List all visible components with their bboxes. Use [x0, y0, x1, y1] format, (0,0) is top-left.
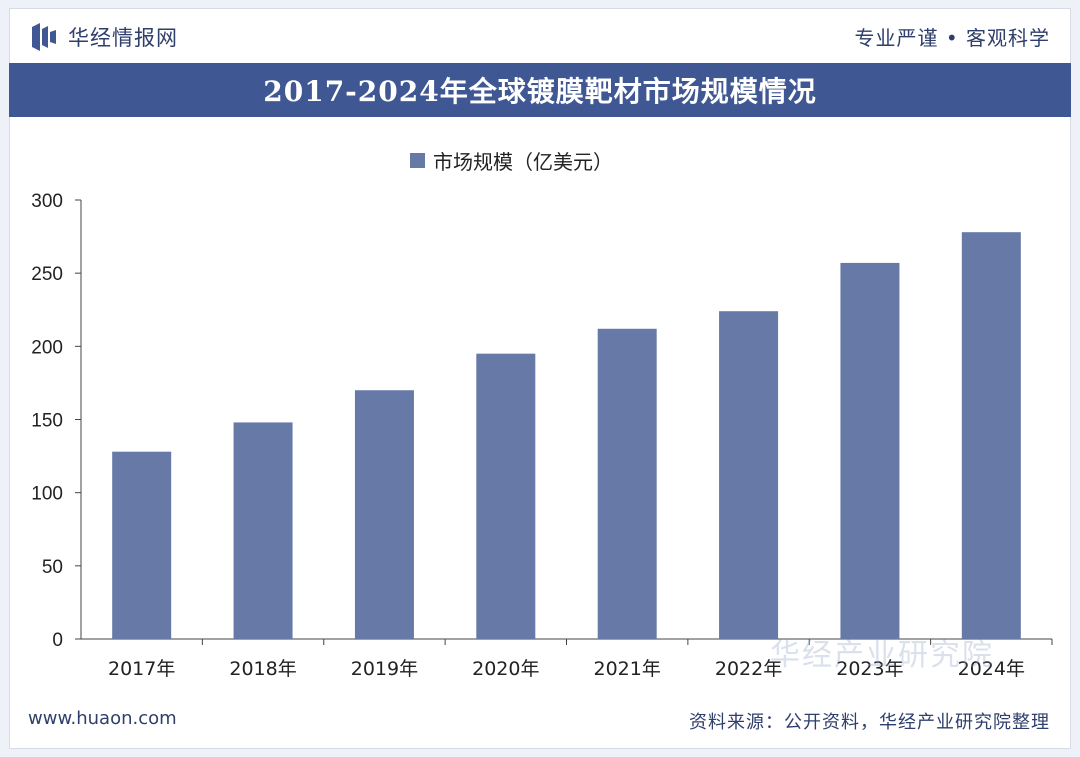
brand-name: 华经情报网: [68, 26, 178, 50]
bar: [961, 232, 1021, 639]
x-tick-label: 2021年: [594, 658, 661, 680]
x-tick-label: 2018年: [229, 658, 296, 680]
y-tick-label: 100: [31, 484, 63, 505]
x-tick-label: 2022年: [715, 658, 782, 680]
bar: [354, 390, 414, 639]
footer-source: 资料来源：公开资料，华经产业研究院整理: [689, 712, 1050, 733]
y-tick-label: 200: [31, 337, 63, 358]
legend-label: 市场规模（亿美元）: [433, 150, 613, 174]
x-tick-label: 2024年: [958, 658, 1025, 680]
bar: [233, 422, 293, 639]
y-tick-label: 300: [31, 191, 63, 212]
x-tick-label: 2023年: [836, 658, 903, 680]
bar: [840, 262, 900, 639]
bar: [719, 311, 779, 639]
x-tick-label: 2019年: [351, 658, 418, 680]
bar: [597, 328, 657, 639]
brand-logo-icon: [32, 23, 56, 51]
y-tick-label: 50: [42, 557, 63, 578]
x-tick-label: 2017年: [108, 658, 175, 680]
legend-swatch: [410, 153, 425, 168]
watermark: 华经产业研究院: [770, 638, 994, 673]
title-band: 2017-2024年全球镀膜靶材市场规模情况: [9, 63, 1071, 117]
bar: [476, 353, 536, 639]
y-tick-label: 150: [31, 411, 63, 432]
footer-url: www.huaon.com: [28, 708, 177, 729]
y-tick-label: 250: [31, 264, 63, 285]
x-tick-label: 2020年: [472, 658, 539, 680]
brand-logo: 华经情报网: [32, 22, 178, 52]
bar: [112, 451, 172, 639]
chart-title: 2017-2024年全球镀膜靶材市场规模情况: [263, 75, 817, 108]
slogan: 专业严谨 • 客观科学: [854, 26, 1050, 50]
y-tick-label: 0: [52, 630, 63, 651]
chart-legend: 市场规模（亿美元）: [410, 146, 613, 175]
